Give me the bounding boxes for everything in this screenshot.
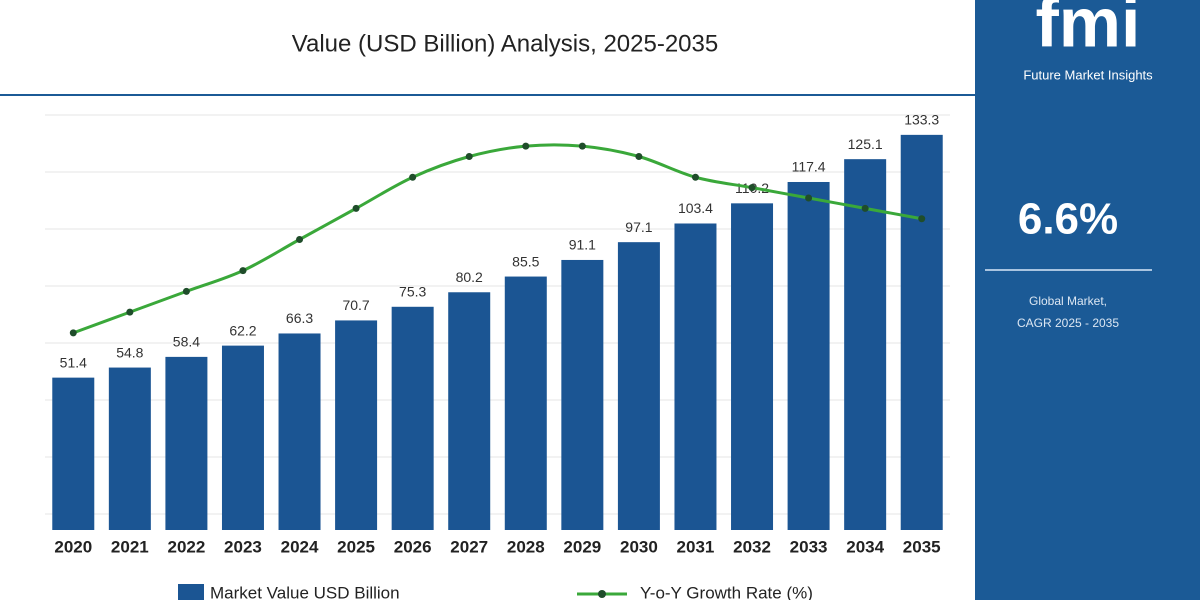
- bar: [617, 242, 660, 531]
- bar: [278, 333, 321, 530]
- x-tick-label: 2025: [337, 537, 375, 556]
- value-label: 75.3: [399, 283, 426, 299]
- value-label: 66.3: [286, 310, 313, 326]
- x-tick-label: 2028: [507, 537, 545, 556]
- bar: [391, 306, 434, 530]
- growth-marker: [522, 142, 530, 150]
- bar: [787, 181, 830, 530]
- growth-marker: [635, 153, 643, 160]
- chart-subtitle: Value (USD Billion) Analysis, 2025-2035: [292, 30, 718, 57]
- legend-label: Market Value USD Billion: [210, 583, 400, 600]
- x-tick-label: 2031: [677, 537, 715, 556]
- x-tick-label: 2022: [167, 537, 205, 556]
- growth-line: [72, 143, 922, 335]
- bar: [165, 356, 208, 530]
- x-tick-label: 2034: [846, 537, 884, 556]
- growth-marker: [918, 215, 926, 223]
- bar: [844, 159, 887, 531]
- growth-marker: [805, 194, 813, 202]
- growth-marker: [691, 173, 699, 181]
- growth-marker: [465, 153, 473, 160]
- cagr-label: CAGR 2025 - 2035: [1017, 316, 1119, 330]
- value-label: 70.7: [342, 297, 369, 313]
- bar: [674, 223, 717, 530]
- growth-marker: [296, 236, 304, 243]
- value-label: 80.2: [456, 269, 483, 285]
- bar: [561, 259, 604, 530]
- x-tick-label: 2033: [790, 537, 828, 556]
- value-label: 51.4: [60, 354, 87, 370]
- cagr-value: 6.6%: [1018, 195, 1118, 244]
- growth-marker: [748, 184, 756, 192]
- x-tick-label: 2032: [733, 537, 771, 556]
- value-label: 91.1: [569, 237, 596, 253]
- bar: [731, 203, 774, 531]
- x-tick-label: 2030: [620, 537, 658, 556]
- x-tick-label: 2035: [903, 537, 941, 556]
- value-label: 97.1: [625, 219, 652, 235]
- bar: [335, 320, 378, 530]
- bar: [52, 377, 95, 530]
- x-tick-label: 2024: [281, 537, 319, 556]
- growth-marker: [352, 204, 360, 212]
- bar: [108, 367, 151, 530]
- value-label: 133.3: [904, 112, 939, 128]
- logo: fmi: [1036, 0, 1141, 61]
- bar: [504, 276, 547, 530]
- brand-name: Future Market Insights: [1023, 67, 1153, 82]
- x-tick-label: 2029: [563, 537, 601, 556]
- value-label: 125.1: [848, 136, 883, 152]
- growth-marker: [182, 287, 190, 295]
- bar: [448, 292, 491, 530]
- bar: [221, 345, 264, 530]
- legend-swatch: [598, 590, 606, 598]
- value-label: 58.4: [173, 334, 200, 350]
- growth-marker: [578, 142, 586, 150]
- sidebar-panel: [975, 0, 1200, 600]
- cagr-label: Global Market,: [1029, 294, 1107, 308]
- growth-marker: [69, 329, 77, 337]
- growth-marker: [239, 267, 247, 275]
- value-label: 62.2: [229, 322, 256, 338]
- value-label: 85.5: [512, 253, 539, 269]
- x-tick-label: 2020: [54, 537, 92, 556]
- bar: [900, 134, 943, 530]
- growth-marker: [409, 173, 417, 181]
- x-tick-label: 2023: [224, 537, 262, 556]
- x-tick-label: 2027: [450, 537, 488, 556]
- legend-label: Y-o-Y Growth Rate (%): [640, 583, 813, 600]
- value-label: 54.8: [116, 344, 143, 360]
- legend-swatch: [178, 584, 204, 600]
- value-label: 117.4: [792, 159, 826, 175]
- growth-marker: [126, 308, 134, 316]
- value-label: 103.4: [678, 200, 713, 216]
- x-tick-label: 2021: [111, 537, 149, 556]
- growth-marker: [861, 204, 869, 212]
- x-tick-label: 2026: [394, 537, 432, 556]
